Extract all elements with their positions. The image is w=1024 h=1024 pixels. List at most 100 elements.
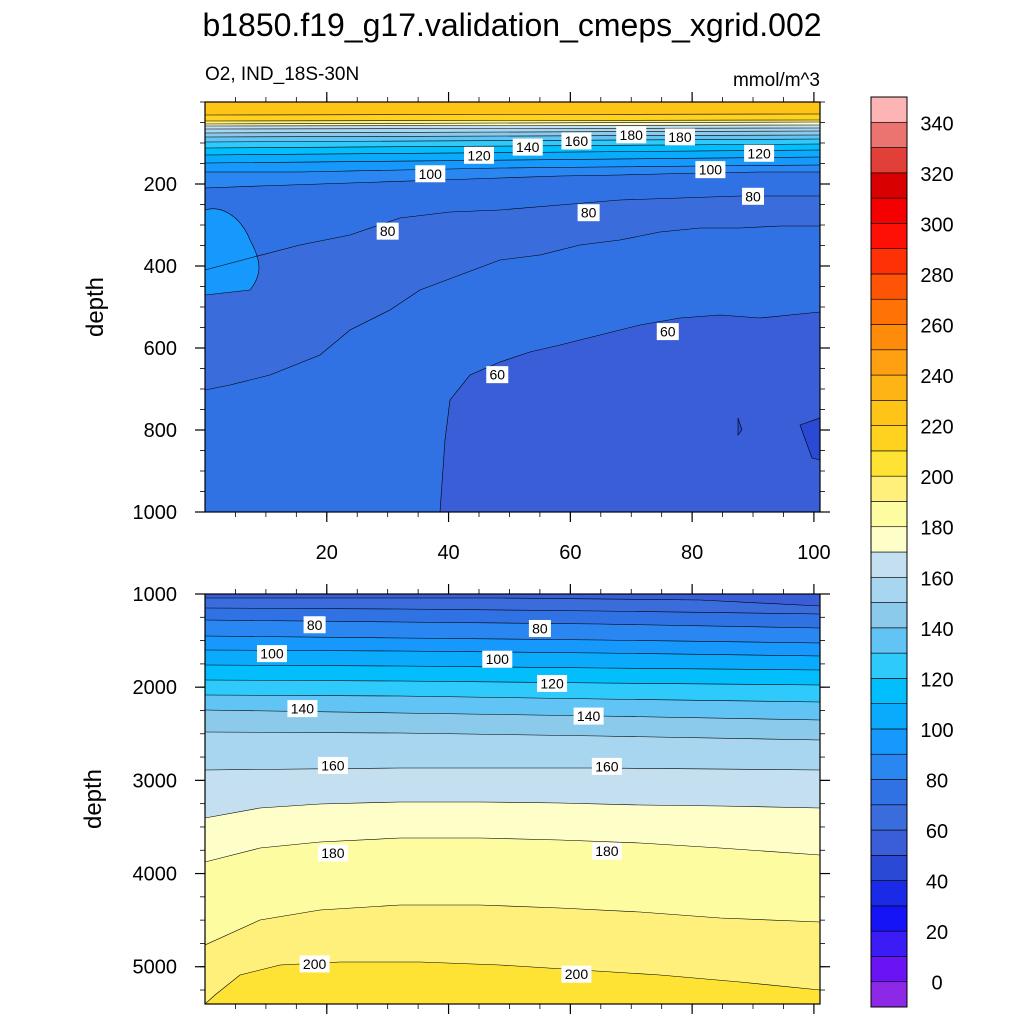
upper-contour-label: 160 <box>565 133 589 149</box>
colorbar-swatch <box>870 880 908 907</box>
colorbar-swatch <box>870 602 908 629</box>
lower-contour-label: 80 <box>532 620 548 636</box>
colorbar-swatch <box>870 450 908 477</box>
colorbar-tick-label: 40 <box>926 872 948 894</box>
upper-contour-label-box <box>415 165 446 183</box>
colorbar-swatch <box>870 248 908 275</box>
upper-contour-label-box <box>577 204 600 222</box>
upper-contour-label: 80 <box>581 205 597 221</box>
colorbar-tick-label: 300 <box>920 214 953 236</box>
upper-contour-label-box <box>664 128 695 146</box>
colorbar-tick-label: 140 <box>920 619 953 641</box>
lower-y-axis-label: depth <box>80 769 107 829</box>
colorbar-tick-label: 60 <box>926 821 948 843</box>
lower-contour-label-box <box>317 756 348 774</box>
colorbar-swatch <box>870 728 908 755</box>
upper-y-tick-label: 200 <box>144 174 177 196</box>
contour-labels: 180 180 160 140 120 120 100 100 80 80 80 60 60 80 80 10… <box>256 126 775 983</box>
lower-contour-label: 160 <box>321 757 345 773</box>
upper-contour-label-box <box>744 144 775 162</box>
upper-y-tick-label: 800 <box>144 420 177 442</box>
colorbar-swatch <box>870 551 908 578</box>
lower-contour-label-box <box>528 619 551 637</box>
colorbar-swatch <box>870 753 908 780</box>
colorbar-swatch <box>870 576 908 603</box>
colorbar-swatch <box>870 324 908 351</box>
upper-contour-label: 120 <box>747 145 771 161</box>
lower-contour-label-box <box>561 965 592 983</box>
lower-contour-label-box <box>287 700 318 718</box>
lower-plot-frame <box>204 593 821 1005</box>
colorbar-swatch <box>870 374 908 401</box>
units-label: mmol/m^3 <box>733 70 820 91</box>
lower-contour-label: 100 <box>260 646 284 662</box>
colorbar: 0 20 40 60 80 100 120 140 160 180 200 220 240 260 280 3… <box>870 96 954 1008</box>
upper-contour-label: 140 <box>516 139 540 155</box>
colorbar-swatch <box>870 349 908 376</box>
colorbar-swatch <box>870 298 908 325</box>
lower-contour-label: 200 <box>565 966 589 982</box>
upper-contour-label: 180 <box>620 127 644 143</box>
lower-contour-label-box <box>482 650 513 668</box>
upper-x-tick-label: 20 <box>316 542 338 564</box>
colorbar-swatch <box>870 930 908 957</box>
colorbar-swatch <box>870 703 908 730</box>
lower-contour-label-box <box>537 674 568 692</box>
upper-contour-label: 120 <box>467 147 491 163</box>
colorbar-swatch <box>870 501 908 528</box>
lower-contour-fill <box>205 594 820 1004</box>
colorbar-swatch <box>870 400 908 426</box>
colorbar-swatch <box>870 956 908 983</box>
upper-contour-label: 100 <box>699 162 723 178</box>
upper-contour-label-box <box>695 161 726 179</box>
lower-y-tick-label: 3000 <box>133 770 178 792</box>
upper-contour-label: 80 <box>745 188 761 204</box>
lower-contour-label: 140 <box>291 701 315 717</box>
upper-contour-label: 80 <box>380 223 396 239</box>
lower-y-tick-label: 4000 <box>133 864 178 886</box>
colorbar-swatch <box>870 981 908 1008</box>
variable-region-label: O2, IND_18S-30N <box>205 64 359 85</box>
colorbar-swatch <box>870 526 908 553</box>
colorbar-tick-label: 220 <box>920 417 953 439</box>
axis-ticks: 200 400 600 800 1000 20 40 60 80 100 1000 2000 3000 4… <box>133 92 831 1014</box>
upper-contour-label-box <box>656 323 679 341</box>
upper-contour-label: 100 <box>419 166 443 182</box>
lower-contour-label: 120 <box>540 675 564 691</box>
colorbar-tick-label: 120 <box>920 669 953 691</box>
upper-x-tick-label: 80 <box>681 542 703 564</box>
colorbar-tick-label: 320 <box>920 164 953 186</box>
lower-y-tick-label: 5000 <box>133 957 178 979</box>
lower-y-tick-label: 2000 <box>133 677 178 699</box>
colorbar-swatch <box>870 652 908 679</box>
upper-contour-label: 60 <box>489 367 505 383</box>
colorbar-swatch <box>870 905 908 932</box>
colorbar-swatch <box>870 829 908 856</box>
lower-contour-label-box <box>573 707 604 725</box>
upper-x-tick-label: 100 <box>797 542 830 564</box>
lower-contour-label: 100 <box>486 651 510 667</box>
colorbar-swatch <box>870 804 908 831</box>
colorbar-swatch <box>870 627 908 654</box>
lower-y-tick-label: 1000 <box>133 584 178 606</box>
colorbar-swatch <box>870 273 908 300</box>
colorbar-tick-label: 180 <box>920 518 953 540</box>
colorbar-frame <box>870 96 908 1008</box>
lower-contour-label: 180 <box>595 843 619 859</box>
upper-contour-label-box <box>616 126 647 144</box>
lower-contour-label: 200 <box>303 956 327 972</box>
colorbar-swatch <box>870 855 908 881</box>
lower-contour-label-box <box>303 616 326 634</box>
upper-contour-label-box <box>464 146 495 164</box>
upper-y-tick-label: 400 <box>144 256 177 278</box>
colorbar-tick-label: 200 <box>920 467 953 489</box>
upper-contour-lines <box>205 113 820 512</box>
lower-contour-label: 140 <box>577 708 601 724</box>
upper-contour-label: 60 <box>660 324 676 340</box>
colorbar-swatch <box>870 223 908 249</box>
colorbar-tick-label: 0 <box>931 973 942 995</box>
lower-contour-label: 180 <box>321 845 345 861</box>
upper-y-axis-label: depth <box>82 277 109 337</box>
lower-contour-label: 80 <box>307 617 323 633</box>
lower-contour-label-box <box>256 645 287 663</box>
